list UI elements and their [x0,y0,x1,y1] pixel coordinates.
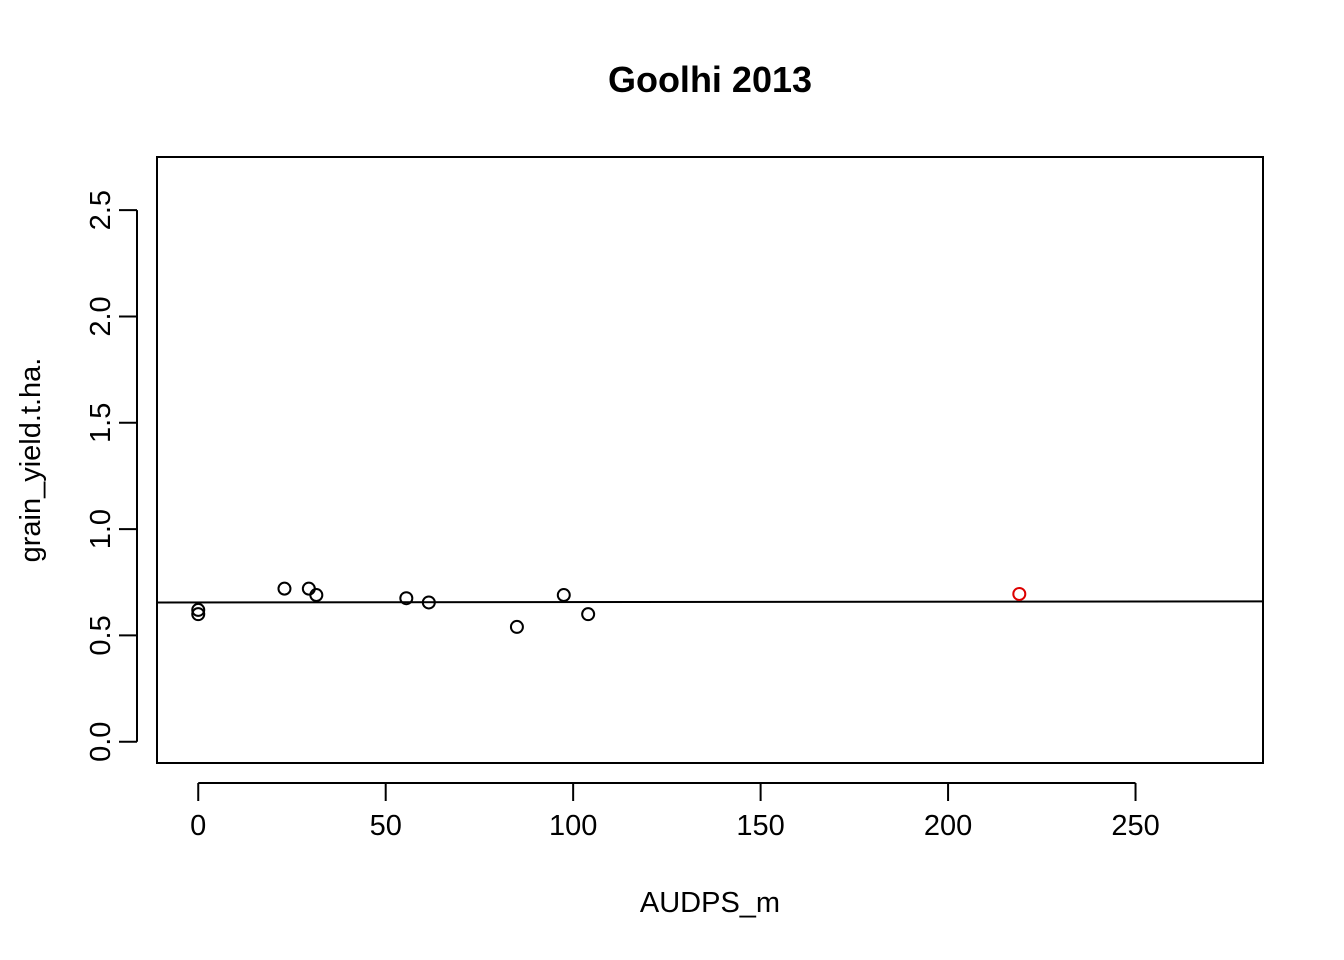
y-tick-label: 0.5 [85,615,117,655]
highlighted-point [1012,586,1027,601]
y-tick-label: 2.5 [85,190,117,230]
data-point [309,588,324,603]
x-tick-label: 150 [736,810,784,842]
y-tick-label: 1.0 [85,509,117,549]
x-axis-label: AUDPS_m [640,887,780,919]
y-tick-label: 2.0 [85,296,117,336]
x-tick-label: 100 [549,810,597,842]
data-point [277,581,292,596]
x-tick-label: 50 [370,810,402,842]
x-tick-label: 250 [1111,810,1159,842]
chart-title: Goolhi 2013 [608,59,812,100]
fit-line [156,600,1264,604]
data-points [191,581,1027,634]
data-point [191,607,206,622]
plot-frame [156,156,1264,764]
data-point [581,607,596,622]
data-point [509,619,524,634]
x-tick-label: 200 [924,810,972,842]
data-point [421,595,436,610]
y-axis-label: grain_yield.t.ha. [15,358,47,563]
data-point [301,581,316,596]
y-tick-label: 0.0 [85,722,117,762]
data-point [191,602,206,617]
x-tick-label: 0 [190,810,206,842]
fit-line-group [156,600,1264,604]
data-point [399,591,414,606]
y-tick-label: 1.5 [85,403,117,443]
y-axis: 0.0 0.5 1.0 1.5 2.0 2.5 [85,190,138,762]
x-axis: 0 50 100 150 200 250 [190,782,1160,842]
data-point [556,588,571,603]
